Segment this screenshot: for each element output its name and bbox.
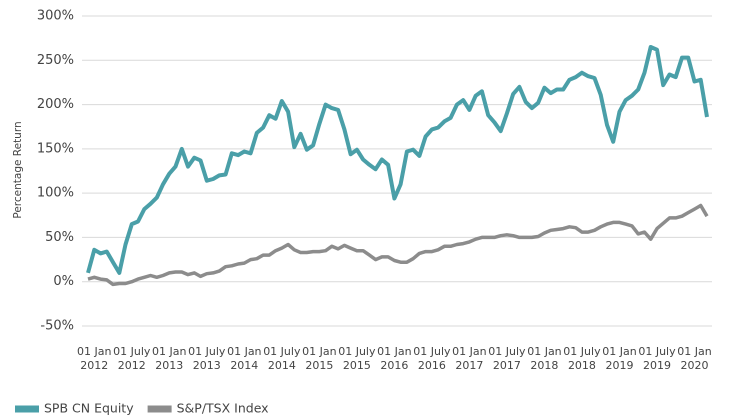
series-line (86, 45, 709, 275)
x-tick-label: 01 Jan (602, 345, 636, 358)
y-tick-label: 0% (53, 274, 74, 289)
x-tick-label: 2016 (418, 359, 446, 372)
x-tick-label: 01 July (563, 345, 601, 358)
x-tick-label: 2012 (80, 359, 108, 372)
y-tick-label: 200% (37, 97, 74, 112)
x-tick-label: 2014 (268, 359, 296, 372)
x-tick-label: 2014 (230, 359, 258, 372)
y-tick-label: 250% (37, 53, 74, 68)
x-tick-label: 01 Jan (527, 345, 561, 358)
y-axis-label: Percentage Return (12, 121, 24, 218)
x-tick-label: 2017 (493, 359, 521, 372)
x-tick-label: 01 July (488, 345, 526, 358)
x-tick-label: 2018 (530, 359, 558, 372)
y-tick-label: -50% (40, 319, 74, 334)
series-line (87, 203, 709, 287)
x-tick-label: 01 July (638, 345, 676, 358)
x-tick-label: 01 Jan (227, 345, 261, 358)
x-tick-label: 2017 (455, 359, 483, 372)
x-tick-label: 2015 (343, 359, 371, 372)
x-tick-label: 2015 (305, 359, 333, 372)
x-tick-label: 2019 (643, 359, 671, 372)
x-tick-label: 01 July (263, 345, 301, 358)
y-tick-label: 150% (37, 141, 74, 156)
x-tick-label: 2019 (605, 359, 633, 372)
x-tick-label: 01 Jan (452, 345, 486, 358)
x-tick-label: 01 Jan (77, 345, 111, 358)
x-tick-label: 01 Jan (677, 345, 711, 358)
x-tick-label: 01 July (113, 345, 151, 358)
legend-label: S&P/TSX Index (177, 401, 269, 416)
x-tick-label: 01 Jan (152, 345, 186, 358)
x-tick-label: 2013 (193, 359, 221, 372)
x-tick-label: 01 July (188, 345, 226, 358)
x-tick-label: 2013 (155, 359, 183, 372)
x-tick-label: 2018 (568, 359, 596, 372)
y-tick-label: 300% (37, 9, 74, 24)
y-tick-label: 100% (37, 186, 74, 201)
x-tick-label: 01 Jan (377, 345, 411, 358)
x-tick-label: 2012 (118, 359, 146, 372)
x-tick-label: 01 July (413, 345, 451, 358)
x-tick-label: 01 July (338, 345, 376, 358)
y-tick-label: 50% (45, 230, 74, 245)
x-tick-label: 01 Jan (302, 345, 336, 358)
legend-label: SPB CN Equity (44, 401, 134, 416)
x-tick-label: 2016 (380, 359, 408, 372)
x-tick-label: 2020 (680, 359, 708, 372)
